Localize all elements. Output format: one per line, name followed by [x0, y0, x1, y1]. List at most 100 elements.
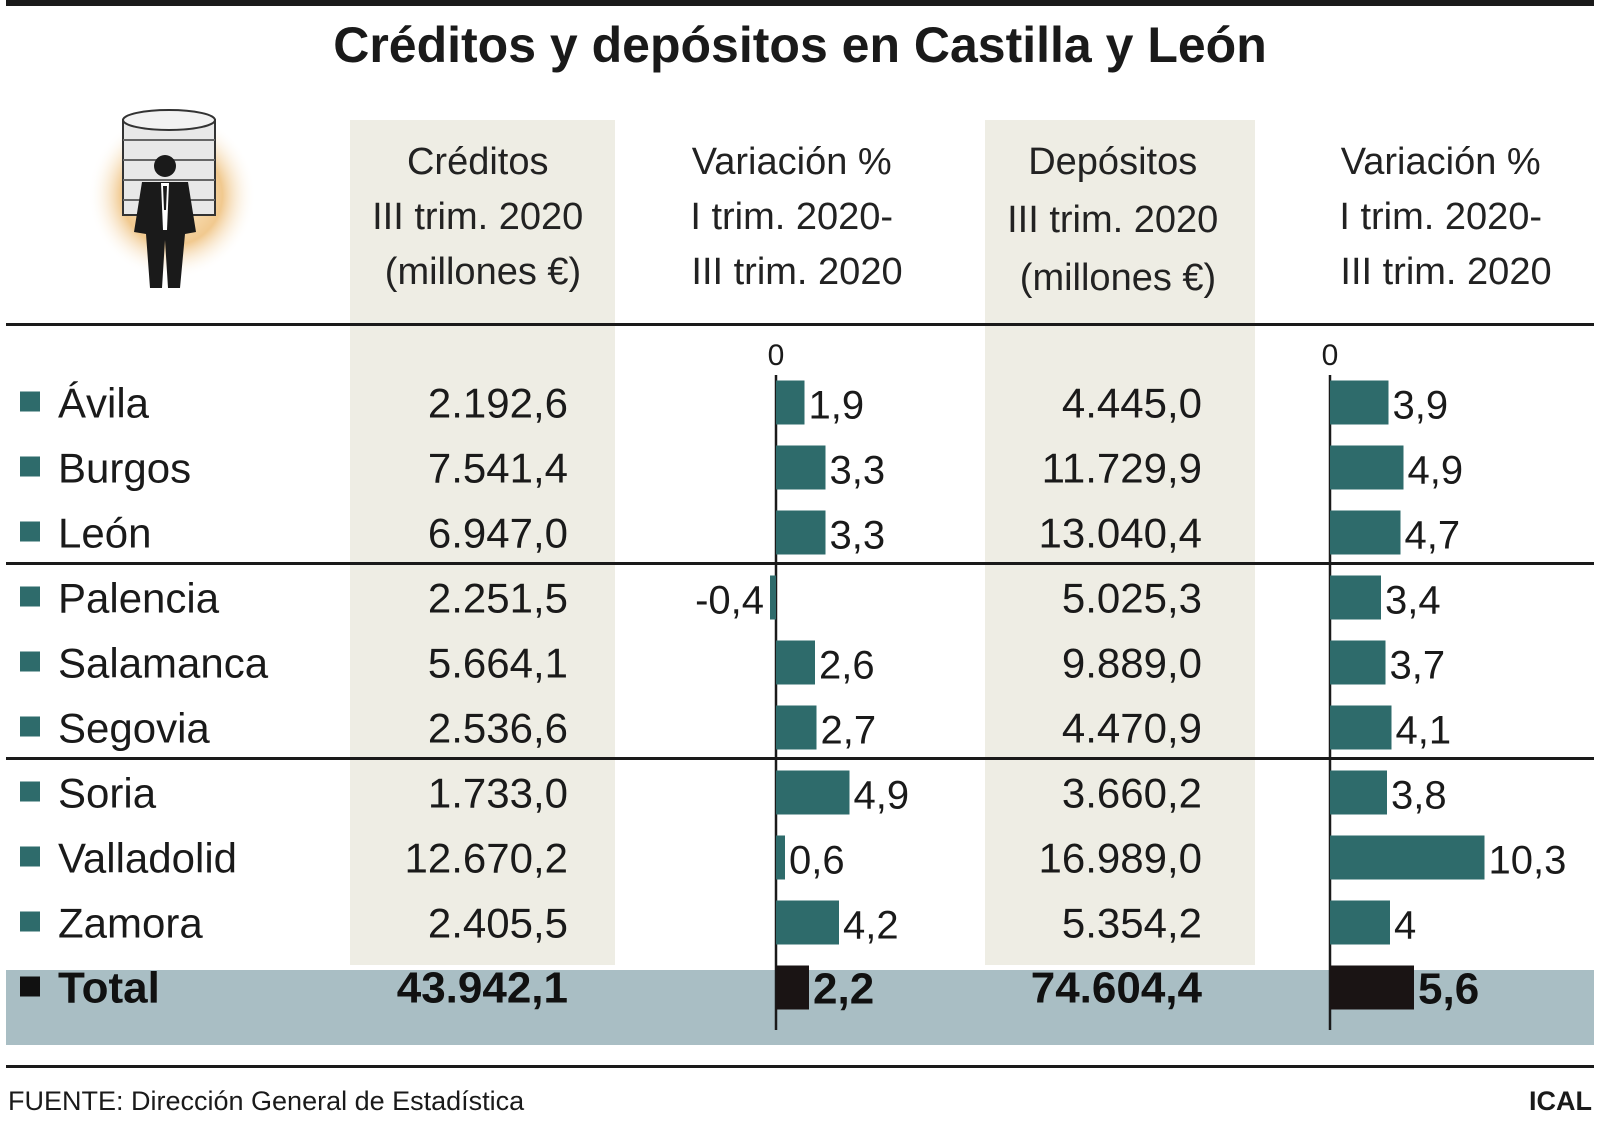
bar-var-depositos — [1330, 575, 1381, 620]
source-note: FUENTE: Dirección General de Estadística — [8, 1086, 525, 1116]
bar-var-depositos — [1330, 445, 1404, 490]
label-var-creditos: -0,4 — [695, 579, 764, 623]
row-bullet — [20, 716, 40, 737]
creditos-value: 2.536,6 — [428, 705, 568, 752]
bar-var-creditos — [776, 770, 850, 815]
label-var-creditos: 0,6 — [789, 839, 845, 883]
depositos-value: 4.445,0 — [1062, 380, 1202, 427]
businessman-coins-icon — [88, 109, 256, 288]
group-separator — [6, 757, 1594, 760]
province-name: Palencia — [58, 575, 220, 622]
province-name: Soria — [58, 770, 157, 817]
label-var-depositos: 4,1 — [1396, 709, 1452, 753]
bar-var-creditos — [776, 445, 826, 490]
bar-var-creditos — [776, 380, 805, 425]
label-var-depositos: 3,9 — [1393, 384, 1449, 428]
label-var-creditos: 2,2 — [813, 965, 874, 1014]
label-var-creditos: 4,2 — [843, 904, 899, 948]
row-bullet — [20, 911, 40, 932]
bar-var-depositos — [1330, 380, 1389, 425]
zero-label-depositos: 0 — [1322, 339, 1339, 372]
bar-var-depositos — [1330, 900, 1390, 945]
chart-title: Créditos y depósitos en Castilla y León — [333, 17, 1267, 73]
label-var-creditos: 1,9 — [809, 384, 865, 428]
creditos-value: 12.670,2 — [405, 835, 569, 882]
header-creditos: Créditos III trim. 2020 (millones €) — [372, 141, 594, 293]
creditos-column-shade — [350, 120, 615, 965]
province-name: Salamanca — [58, 640, 269, 687]
header-var-creditos-line-1: Variación % — [692, 141, 892, 183]
province-name: Burgos — [58, 445, 191, 492]
bar-var-depositos — [1330, 705, 1392, 750]
bar-var-depositos — [1330, 835, 1485, 880]
total-label: Total — [58, 964, 160, 1013]
total-depositos: 74.604,4 — [1031, 964, 1203, 1013]
bar-var-creditos — [776, 965, 809, 1010]
table-body: Ávila 2.192,6 4.445,0 1,9 3,9 Burgos 7.541,4 11… — [6, 375, 1594, 1030]
province-name: Segovia — [58, 705, 210, 752]
province-name: Zamora — [58, 900, 203, 947]
header-var-creditos-line-3: III trim. 2020 — [691, 251, 902, 293]
depositos-value: 5.354,2 — [1062, 900, 1202, 947]
depositos-value: 13.040,4 — [1039, 510, 1203, 557]
depositos-value: 4.470,9 — [1062, 705, 1202, 752]
zero-label-creditos: 0 — [768, 339, 785, 372]
credit-ical: ICAL — [1529, 1086, 1592, 1116]
bar-var-creditos — [776, 510, 826, 555]
group-separator — [6, 562, 1594, 565]
bar-var-depositos — [1330, 640, 1386, 685]
label-var-depositos: 3,8 — [1391, 774, 1447, 818]
bar-var-creditos — [770, 575, 776, 620]
header-depositos-line-2: III trim. 2020 — [1007, 199, 1218, 241]
creditos-value: 2.192,6 — [428, 380, 568, 427]
header-var-depositos-line-1: Variación % — [1341, 141, 1541, 183]
header-creditos-line-2: III trim. 2020 — [372, 196, 583, 238]
depositos-column-shade — [985, 120, 1255, 965]
header-rule — [6, 323, 1594, 326]
row-bullet — [20, 586, 40, 607]
bar-var-creditos — [776, 705, 817, 750]
row-bullet — [20, 456, 40, 477]
label-var-depositos: 3,7 — [1390, 644, 1446, 688]
row-bullet — [20, 976, 40, 997]
label-var-creditos: 3,3 — [830, 449, 886, 493]
header-var-depositos-line-2: I trim. 2020- — [1339, 196, 1542, 238]
label-var-depositos: 4 — [1394, 904, 1416, 948]
header-var-creditos-line-2: I trim. 2020- — [690, 196, 893, 238]
province-name: León — [58, 510, 151, 557]
header-creditos-line-1: Créditos — [407, 141, 549, 183]
creditos-value: 2.405,5 — [428, 900, 568, 947]
creditos-value: 7.541,4 — [428, 445, 568, 492]
label-var-creditos: 3,3 — [830, 514, 886, 558]
header-creditos-line-3: (millones €) — [385, 251, 581, 293]
row-bullet — [20, 781, 40, 802]
bar-var-creditos — [776, 900, 839, 945]
label-var-depositos: 10,3 — [1489, 839, 1567, 883]
depositos-value: 16.989,0 — [1039, 835, 1203, 882]
bar-var-creditos — [776, 640, 815, 685]
header-depositos-line-3: (millones €) — [1020, 257, 1216, 299]
header-var-depositos-line-3: III trim. 2020 — [1340, 251, 1551, 293]
bar-var-depositos — [1330, 965, 1414, 1010]
label-var-depositos: 5,6 — [1418, 965, 1479, 1014]
row-bullet — [20, 651, 40, 672]
header-depositos: Depósitos III trim. 2020 (millones €) — [1007, 141, 1229, 299]
province-name: Ávila — [58, 380, 150, 427]
label-var-creditos: 2,6 — [819, 644, 875, 688]
label-var-depositos: 4,7 — [1405, 514, 1461, 558]
row-bullet — [20, 521, 40, 542]
footer-rule — [6, 1065, 1594, 1068]
depositos-value: 5.025,3 — [1062, 575, 1202, 622]
row-bullet — [20, 846, 40, 867]
label-var-depositos: 4,9 — [1408, 449, 1464, 493]
creditos-value: 1.733,0 — [428, 770, 568, 817]
header-depositos-line-1: Depósitos — [1028, 141, 1197, 183]
depositos-value: 9.889,0 — [1062, 640, 1202, 687]
total-creditos: 43.942,1 — [397, 964, 568, 1013]
bar-var-depositos — [1330, 510, 1401, 555]
depositos-value: 11.729,9 — [1042, 445, 1202, 492]
depositos-value: 3.660,2 — [1062, 770, 1202, 817]
bar-var-depositos — [1330, 770, 1387, 815]
label-var-creditos: 2,7 — [821, 709, 877, 753]
